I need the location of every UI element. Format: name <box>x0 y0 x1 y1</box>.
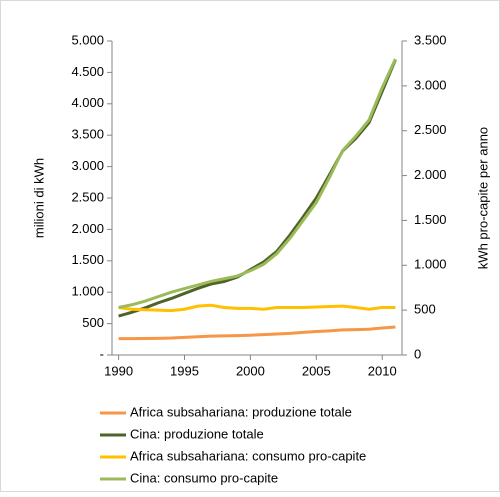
y-tick-label: 4.500 <box>71 64 104 79</box>
x-tick-label: 1990 <box>104 363 133 378</box>
legend-label: Africa subsahariana: produzione totale <box>130 404 352 419</box>
y2-tick-label: 1.000 <box>414 257 447 272</box>
y-tick-label: 2.000 <box>71 221 104 236</box>
series-line <box>118 325 396 341</box>
y-tick-label: 1.500 <box>71 252 104 267</box>
y-tick-label: - <box>100 346 104 361</box>
y2-tick-label: 3.500 <box>414 32 447 47</box>
y2-axis-label: kWh pro-capite per anno <box>475 127 490 269</box>
y2-tick-label: 2.000 <box>414 167 447 182</box>
x-tick-label: 1995 <box>170 363 199 378</box>
x-tick-label: 2000 <box>236 363 265 378</box>
y-tick-label: 3.000 <box>71 158 104 173</box>
y2-tick-label: 3.000 <box>414 77 447 92</box>
y2-tick-label: 1.500 <box>414 212 447 227</box>
y2-tick-label: 0 <box>414 346 421 361</box>
y-tick-label: 4.000 <box>71 95 104 110</box>
y-axis-label: milioni di kWh <box>31 158 46 238</box>
series-line <box>118 303 396 313</box>
legend-label: Africa subsahariana: consumo pro-capite <box>130 448 366 463</box>
y2-tick-label: 2.500 <box>414 122 447 137</box>
legend-label: Cina: produzione totale <box>130 426 264 441</box>
x-tick-label: 2005 <box>302 363 331 378</box>
y-tick-label: 1.000 <box>71 284 104 299</box>
y-tick-label: 5.000 <box>71 32 104 47</box>
y-tick-label: 3.500 <box>71 127 104 142</box>
y-tick-label: 500 <box>82 315 104 330</box>
y2-tick-label: 500 <box>414 302 436 317</box>
legend-label: Cina: consumo pro-capite <box>130 470 278 485</box>
series-line <box>118 58 397 309</box>
x-tick-label: 2010 <box>368 363 397 378</box>
y-tick-label: 2.500 <box>71 189 104 204</box>
